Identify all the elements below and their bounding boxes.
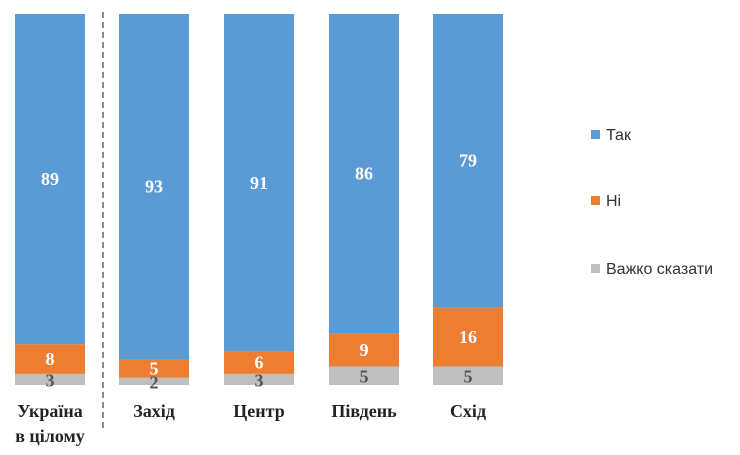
bars-group [15, 14, 503, 385]
bar-no-0 [15, 344, 85, 374]
legend-label: Так [606, 127, 632, 144]
category-label: Україна [17, 401, 83, 421]
data-label: 2 [150, 372, 159, 392]
data-label: 79 [459, 151, 477, 171]
bar-no-4 [433, 307, 503, 367]
legend-label: Важко сказати [606, 261, 713, 278]
data-label: 3 [255, 370, 264, 390]
bar-hard-to-say-0 [15, 373, 85, 385]
bar-hard-to-say-3 [329, 366, 399, 385]
category-label: Захід [133, 401, 175, 421]
legend-label: Ні [606, 193, 621, 210]
category-labels-group: Україна в цілому Захід Центр Південь Схід [15, 401, 486, 446]
data-label: 5 [360, 367, 369, 387]
bar-no-3 [329, 333, 399, 367]
data-label: 5 [464, 367, 473, 387]
legend-swatch [591, 264, 600, 273]
bar-yes-2 [224, 14, 294, 352]
bar-no-2 [224, 351, 294, 374]
bar-yes-4 [433, 14, 503, 308]
bar-hard-to-say-1 [119, 377, 189, 385]
bar-no-1 [119, 359, 189, 378]
data-label: 89 [41, 169, 59, 189]
data-label: 93 [145, 177, 163, 197]
category-label: Центр [233, 401, 284, 421]
bar-yes-3 [329, 14, 399, 334]
data-label: 8 [46, 349, 55, 369]
legend-swatch [591, 196, 600, 205]
data-label: 16 [459, 327, 477, 347]
bar-hard-to-say-4 [433, 366, 503, 385]
category-label: Південь [331, 401, 397, 421]
data-label: 6 [255, 353, 264, 373]
legend: Так Ні Важко сказати [591, 127, 713, 278]
data-label: 9 [360, 340, 369, 360]
bar-yes-1 [119, 14, 189, 360]
data-label: 3 [46, 370, 55, 390]
legend-swatch [591, 130, 600, 139]
category-label: в цілому [15, 426, 85, 446]
bar-yes-0 [15, 14, 85, 345]
data-label: 91 [250, 173, 268, 193]
data-label: 86 [355, 164, 373, 184]
data-label: 5 [150, 358, 159, 378]
category-label: Схід [450, 401, 486, 421]
bar-hard-to-say-2 [224, 373, 294, 385]
